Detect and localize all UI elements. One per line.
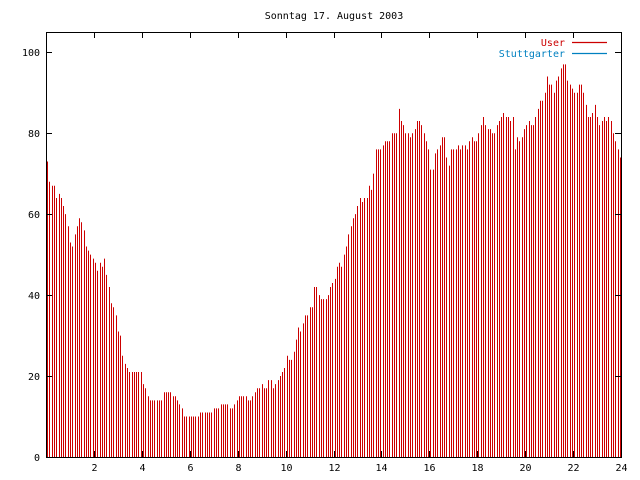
- x-tick-label: 12: [328, 463, 340, 474]
- y-tick-label: 100: [22, 48, 40, 59]
- x-tick-label: 14: [375, 463, 387, 474]
- x-tick-label: 4: [139, 463, 145, 474]
- x-axis: 2 4 6 8 10 12 14 16 18 20 22 24: [91, 32, 628, 474]
- legend-label-user: User: [541, 38, 565, 49]
- x-tick-label: 18: [471, 463, 483, 474]
- x-tick-label: 24: [615, 463, 627, 474]
- legend-label-stuttgarter: Stuttgarter: [499, 49, 565, 60]
- y-tick-label: 80: [28, 129, 40, 140]
- x-tick-label: 8: [235, 463, 241, 474]
- x-tick-label: 22: [567, 463, 579, 474]
- y-tick-label: 40: [28, 291, 40, 302]
- y-axis: 0 20 40 60 80 100: [22, 48, 621, 464]
- x-tick-label: 6: [187, 463, 193, 474]
- x-tick-label: 2: [91, 463, 97, 474]
- y-tick-label: 60: [28, 210, 40, 221]
- user-bars: [47, 64, 621, 457]
- y-tick-label: 20: [28, 372, 40, 383]
- chart-title: Sonntag 17. August 2003: [265, 11, 403, 22]
- legend: User Stuttgarter: [499, 38, 607, 60]
- x-tick-label: 10: [280, 463, 292, 474]
- x-tick-label: 16: [423, 463, 435, 474]
- x-tick-label: 20: [519, 463, 531, 474]
- y-tick-label: 0: [34, 453, 40, 464]
